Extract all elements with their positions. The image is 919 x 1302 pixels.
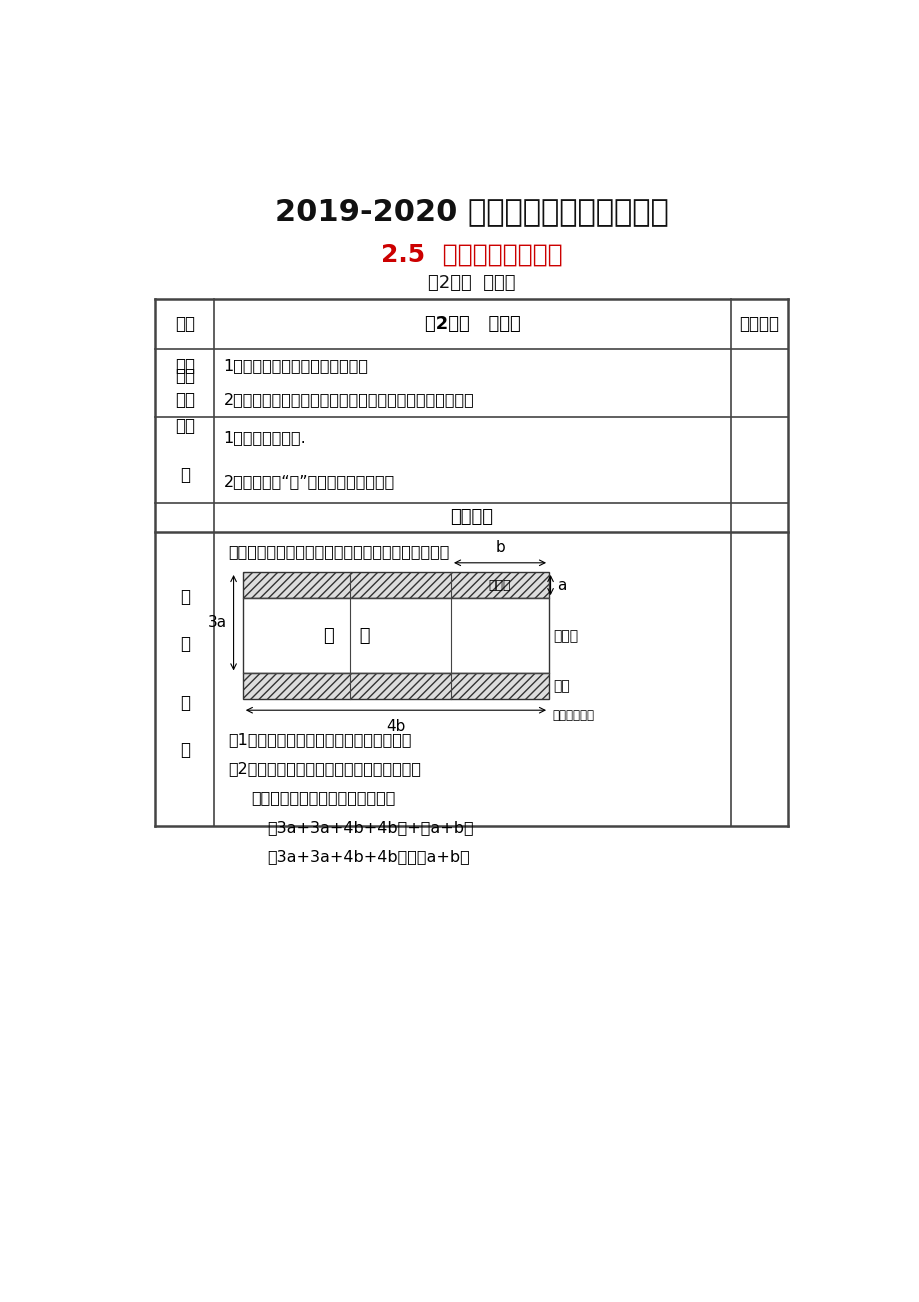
Text: 第2课时   去括号: 第2课时 去括号 <box>425 315 520 333</box>
Text: 水渠: 水渠 <box>552 680 569 694</box>
Text: 4b: 4b <box>386 720 405 734</box>
Text: 1．会用去括号进行简单的运算。: 1．会用去括号进行简单的运算。 <box>223 358 369 374</box>
Text: b: b <box>494 540 505 555</box>
Text: 怎样去掉这两个式子中的括号呢？: 怎样去掉这两个式子中的括号呢？ <box>251 790 395 806</box>
Text: 自主空间: 自主空间 <box>739 315 778 333</box>
Text: 1、去括号的法则.: 1、去括号的法则. <box>223 431 306 445</box>
Text: 2019-2020 学年湘教版数学精品资料: 2019-2020 学年湘教版数学精品资料 <box>275 197 667 227</box>
Text: （3a+3a+4b+4b）+（a+b）: （3a+3a+4b+4b）+（a+b） <box>267 820 473 835</box>
Text: 防护林: 防护林 <box>552 629 577 643</box>
Text: 第2课时  去括号: 第2课时 去括号 <box>427 275 515 292</box>
Text: 学习: 学习 <box>175 367 195 385</box>
Text: 点: 点 <box>179 466 189 484</box>
Bar <box>243 673 549 699</box>
Text: 预: 预 <box>179 587 189 605</box>
Text: 农    田: 农 田 <box>323 626 369 644</box>
Text: 重难: 重难 <box>175 417 195 435</box>
Text: 导: 导 <box>179 694 189 712</box>
Bar <box>243 572 549 598</box>
Text: 蓄水池: 蓄水池 <box>488 578 511 591</box>
Text: 习: 习 <box>179 635 189 652</box>
Text: （3a+3a+4b+4b）－（a+b）: （3a+3a+4b+4b）－（a+b） <box>267 849 469 865</box>
Text: 2．经历得出去括号法则的过程，了解去括号法则的依据。: 2．经历得出去括号法则的过程，了解去括号法则的依据。 <box>223 392 473 408</box>
Text: （2）如何对这两个代数式进一步地化简呢？: （2）如何对这两个代数式进一步地化简呢？ <box>228 762 421 776</box>
Text: a: a <box>556 578 565 592</box>
Text: 课题: 课题 <box>175 315 195 333</box>
Text: 问题：你知道下图农田的防护林带和水渠有多长吗？: 问题：你知道下图农田的防护林带和水渠有多长吗？ <box>228 544 449 560</box>
Text: 航: 航 <box>179 741 189 759</box>
Text: 2.5  整式的加法和减法: 2.5 整式的加法和减法 <box>380 242 562 267</box>
Text: 目标: 目标 <box>175 391 195 409</box>
Text: 3a: 3a <box>208 616 227 630</box>
Bar <box>243 598 549 673</box>
Text: （宽度不计）: （宽度不计） <box>552 708 595 721</box>
Text: 教学流程: 教学流程 <box>449 508 493 526</box>
Text: 2、括号前是“－”号时，去括号的法则: 2、括号前是“－”号时，去括号的法则 <box>223 474 394 488</box>
Text: 学习: 学习 <box>175 357 195 375</box>
Text: （1）你能用代数表示出二者的总长度吗？: （1）你能用代数表示出二者的总长度吗？ <box>228 732 411 747</box>
